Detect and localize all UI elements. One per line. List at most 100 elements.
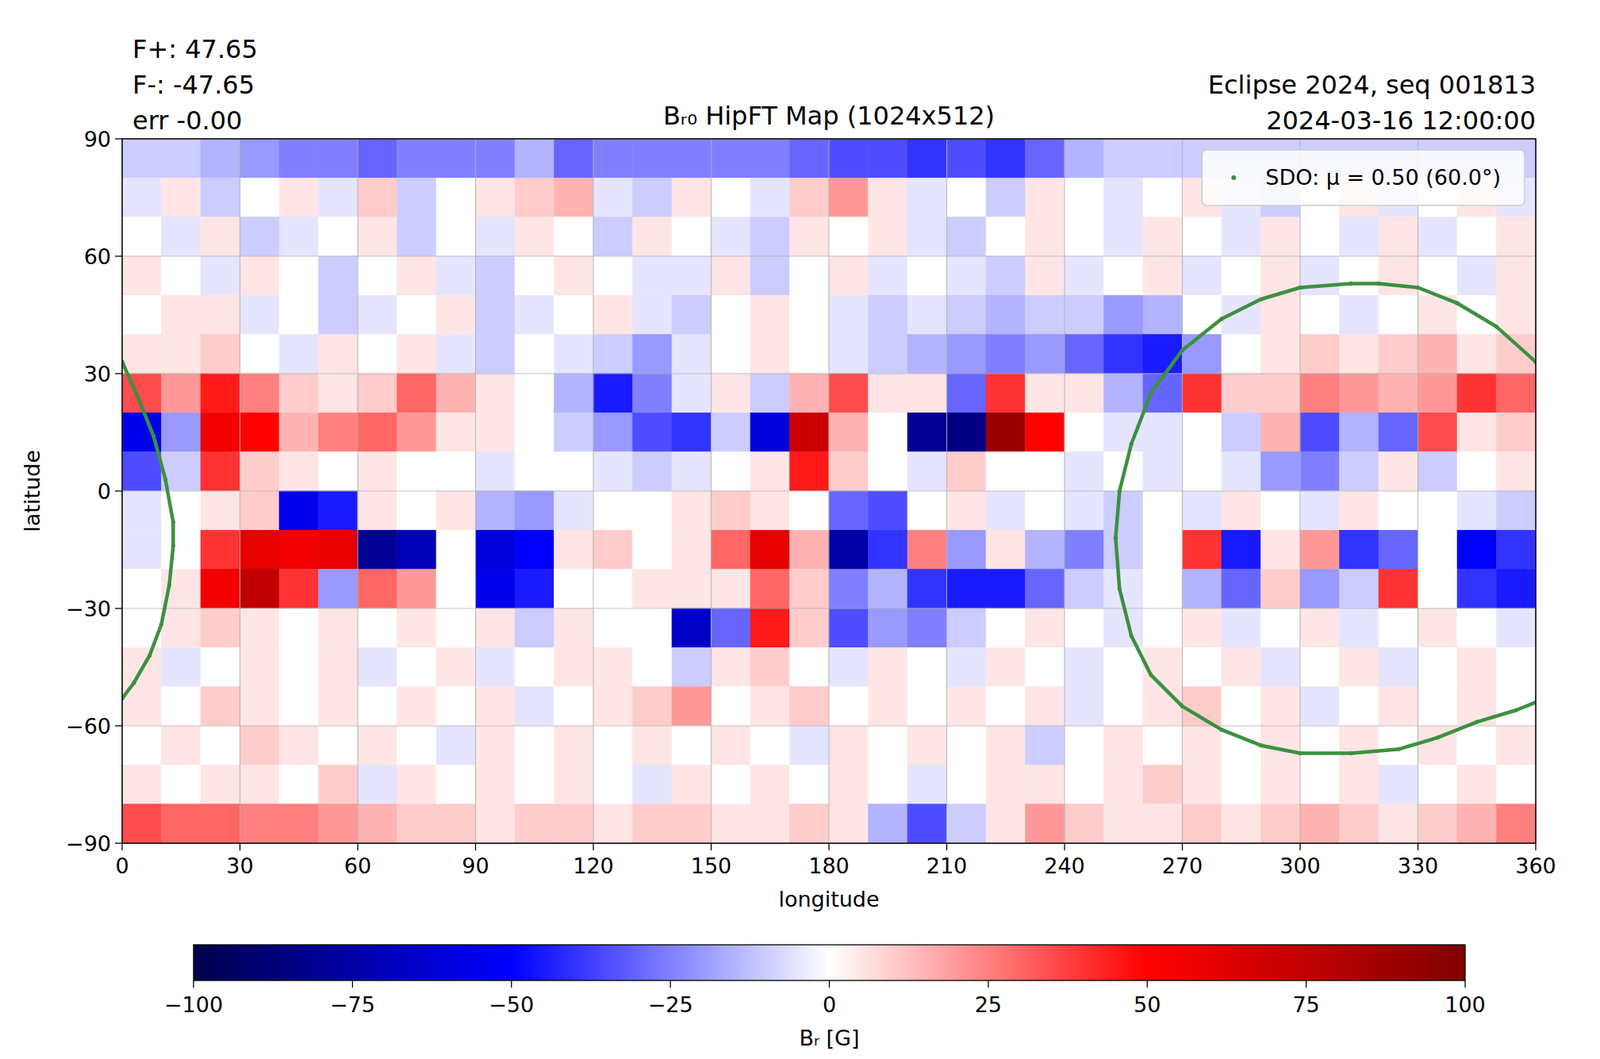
cell [1182, 529, 1223, 569]
cell [1221, 804, 1262, 844]
cell [122, 764, 162, 804]
tick-label: 90 [84, 126, 112, 152]
colorbar-tick [1464, 980, 1466, 988]
tick-label: 60 [344, 853, 372, 879]
cell [279, 452, 319, 492]
cell [1378, 256, 1419, 296]
cell [1182, 256, 1223, 296]
cell [711, 725, 752, 765]
cell [161, 217, 202, 257]
cell [318, 725, 359, 765]
series [122, 281, 1536, 756]
cell [1496, 217, 1537, 257]
cell [122, 217, 162, 257]
colorbar-tick-label: 50 [1133, 992, 1161, 1017]
cell [1496, 334, 1537, 374]
cell [868, 334, 909, 374]
cell [1064, 529, 1105, 569]
tick [115, 725, 123, 726]
cell [1143, 608, 1183, 648]
cell [1378, 647, 1419, 687]
contour-point [1180, 704, 1185, 709]
cell [1182, 647, 1223, 687]
cell [1143, 804, 1183, 844]
cell [868, 764, 909, 804]
cell [750, 647, 791, 687]
cell [828, 725, 869, 765]
cell [554, 334, 595, 374]
cell [750, 256, 791, 296]
cell [357, 217, 398, 257]
cell [357, 177, 398, 217]
cell [436, 608, 476, 648]
cell [828, 491, 869, 530]
cell [1339, 334, 1380, 374]
cell [1457, 764, 1497, 804]
tick-label: 330 [1397, 853, 1439, 879]
cell [868, 804, 909, 844]
cell [750, 686, 791, 726]
cell [1300, 608, 1340, 648]
cell [554, 804, 595, 844]
cell [711, 256, 752, 296]
contour-point [1219, 727, 1224, 732]
cell [986, 647, 1026, 687]
cell [397, 764, 438, 804]
contour-point [1349, 281, 1354, 286]
cell [1104, 256, 1144, 296]
cell [1143, 569, 1183, 609]
cell [593, 334, 634, 374]
cell [1496, 764, 1537, 804]
cell [357, 647, 398, 687]
cell [122, 725, 162, 765]
cell [1378, 217, 1419, 257]
cell [357, 295, 398, 334]
contour-point [1494, 324, 1499, 329]
cell [554, 569, 595, 609]
cell [1261, 647, 1301, 687]
cell [1339, 217, 1380, 257]
cell [1418, 529, 1459, 569]
cell [671, 295, 712, 334]
cell [633, 295, 673, 334]
tick-label: 0 [115, 853, 129, 879]
cell [1064, 764, 1105, 804]
cell [554, 608, 595, 648]
cell [593, 256, 634, 296]
cell [200, 217, 241, 257]
cell [1221, 373, 1262, 413]
cell [1378, 412, 1419, 452]
cell [436, 686, 476, 726]
cell [1064, 452, 1105, 492]
cell [593, 138, 634, 178]
cell [554, 764, 595, 804]
cell [1457, 608, 1497, 648]
cell [397, 529, 438, 569]
cell [397, 725, 438, 765]
cell [318, 804, 359, 844]
cell [633, 804, 673, 844]
contour-point [1258, 297, 1263, 302]
cell [1300, 256, 1340, 296]
cell [436, 334, 476, 374]
cell [554, 177, 595, 217]
cell [436, 647, 476, 687]
contour-point [1396, 747, 1401, 752]
contour-point [171, 543, 176, 548]
colorbar [193, 944, 1466, 981]
cell [514, 412, 555, 452]
cell [475, 686, 516, 726]
cell [907, 373, 948, 413]
cell [1496, 373, 1537, 413]
cell [1418, 491, 1459, 530]
cell [907, 647, 948, 687]
cell [397, 804, 438, 844]
cell [1457, 647, 1497, 687]
cell [868, 452, 909, 492]
cell [868, 295, 909, 334]
figure: 0306090120150180210240270300330360−90−60… [0, 0, 1600, 1059]
cell [671, 608, 712, 648]
contour-point [1349, 751, 1354, 756]
cell [1025, 647, 1066, 687]
cell [986, 295, 1026, 334]
